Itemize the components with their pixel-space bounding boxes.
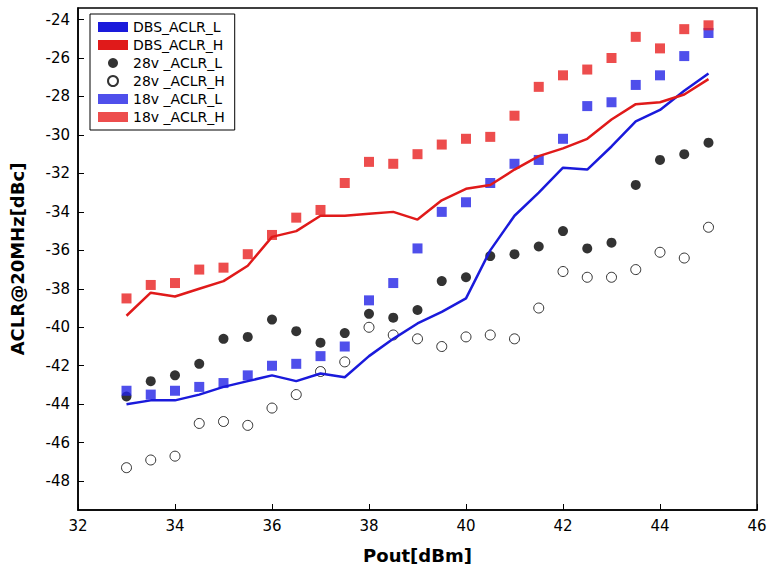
svg-text:44: 44 [650,517,669,535]
svg-text:42: 42 [553,517,572,535]
svg-text:28v _ACLR_L: 28v _ACLR_L [133,55,222,71]
svg-text:-24: -24 [46,11,71,29]
svg-text:-46: -46 [46,434,71,452]
svg-text:18v _ACLR_H: 18v _ACLR_H [133,109,225,125]
svg-text:ACLR@20MHz[dBc]: ACLR@20MHz[dBc] [7,163,28,356]
svg-text:-38: -38 [46,280,71,298]
svg-text:-30: -30 [46,126,71,144]
svg-text:28v _ACLR_H: 28v _ACLR_H [133,73,225,89]
svg-text:Pout[dBm]: Pout[dBm] [363,545,472,566]
svg-text:-42: -42 [46,357,71,375]
svg-text:-26: -26 [46,49,71,67]
svg-text:38: 38 [359,517,378,535]
svg-text:-32: -32 [46,164,71,182]
svg-text:DBS_ACLR_L: DBS_ACLR_L [133,19,221,35]
svg-text:40: 40 [456,517,475,535]
svg-text:-40: -40 [46,318,71,336]
svg-text:18v _ACLR_L: 18v _ACLR_L [133,91,222,107]
svg-text:-28: -28 [46,87,71,105]
svg-text:34: 34 [165,517,184,535]
svg-text:-44: -44 [46,395,71,413]
svg-text:-48: -48 [46,472,71,490]
svg-text:DBS_ACLR_H: DBS_ACLR_H [133,37,223,53]
svg-text:-34: -34 [46,203,71,221]
svg-text:-36: -36 [46,241,71,259]
svg-text:36: 36 [262,517,281,535]
svg-text:46: 46 [747,517,766,535]
svg-text:32: 32 [68,517,87,535]
